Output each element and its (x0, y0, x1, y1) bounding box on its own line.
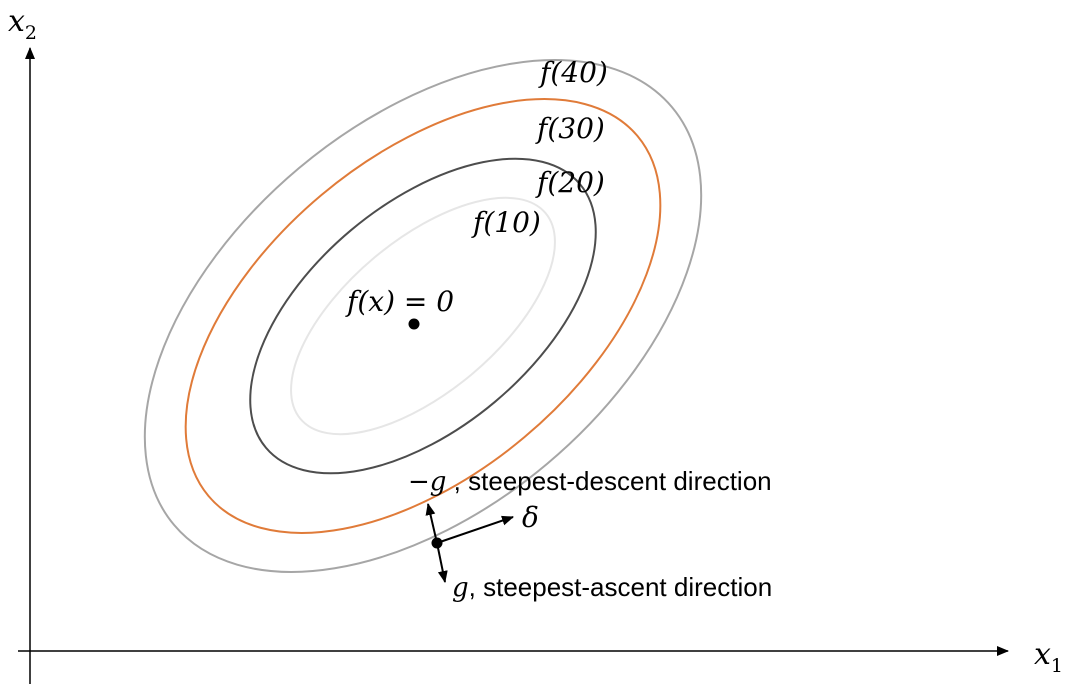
y-axis-label: x2 (8, 4, 37, 44)
x-axis-label: x1 (1034, 637, 1063, 677)
contour-f10 (290, 196, 556, 436)
ascent-label: g, steepest-ascent direction (452, 572, 772, 603)
contour-label-f10: f(10) (471, 206, 541, 239)
minimum-label: f(x) = 0 (345, 285, 454, 318)
contour-f20 (249, 157, 597, 475)
contour-label-f20: f(20) (535, 166, 605, 199)
contour-f40 (143, 59, 703, 573)
contour-label-f30: f(30) (535, 112, 605, 145)
descent-label: −g , steepest-descent direction (408, 466, 772, 497)
delta-arrow (436, 515, 514, 544)
contour-f30 (184, 98, 662, 534)
contour-label-f40: f(40) (538, 56, 608, 89)
ascent-arrow (436, 542, 448, 583)
delta-label: δ (522, 501, 539, 534)
descent-arrow (425, 503, 438, 544)
minimum-point (408, 318, 420, 330)
